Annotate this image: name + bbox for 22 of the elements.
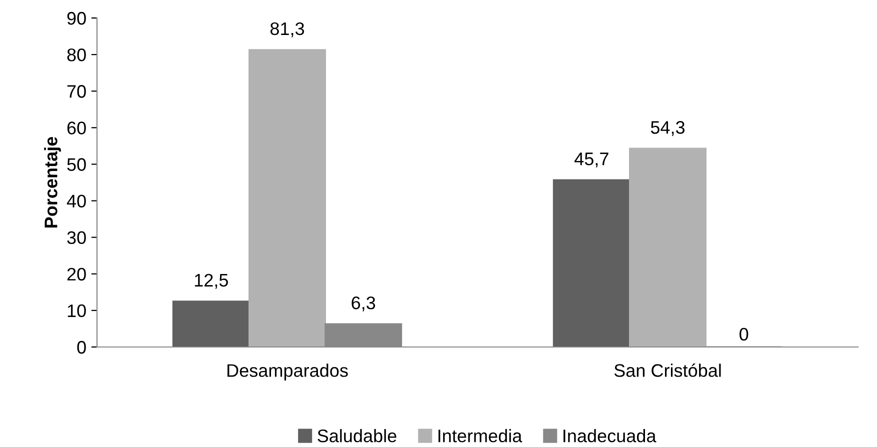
y-tick-label: 20 [67, 268, 86, 281]
data-label: 81,3 [270, 22, 304, 38]
x-tick-label: Desamparados [228, 364, 348, 380]
data-label: 54,3 [650, 121, 685, 136]
data-label: 6,3 [352, 296, 376, 312]
data-label: 12,5 [194, 274, 228, 289]
y-tick-label: 0 [77, 340, 86, 354]
y-tick-label: 50 [67, 158, 86, 171]
y-tick-label: 70 [67, 85, 86, 98]
x-tick-label: San Cristóbal [614, 363, 721, 377]
y-tick-label: 90 [67, 12, 86, 25]
y-axis-title: Porcentaje [44, 136, 61, 228]
legend-label: Inadecuada [564, 429, 656, 442]
y-tick-label: 60 [67, 122, 86, 134]
y-tick-label: 30 [67, 231, 86, 244]
y-tick-label: 80 [67, 48, 86, 62]
data-label: 0 [740, 328, 748, 341]
data-label: 45,7 [574, 152, 608, 168]
legend-label: Intermedia [438, 429, 522, 442]
legend-label: Saludable [318, 429, 396, 442]
y-tick-label: 10 [68, 304, 86, 318]
y-tick-label: 40 [66, 194, 86, 208]
